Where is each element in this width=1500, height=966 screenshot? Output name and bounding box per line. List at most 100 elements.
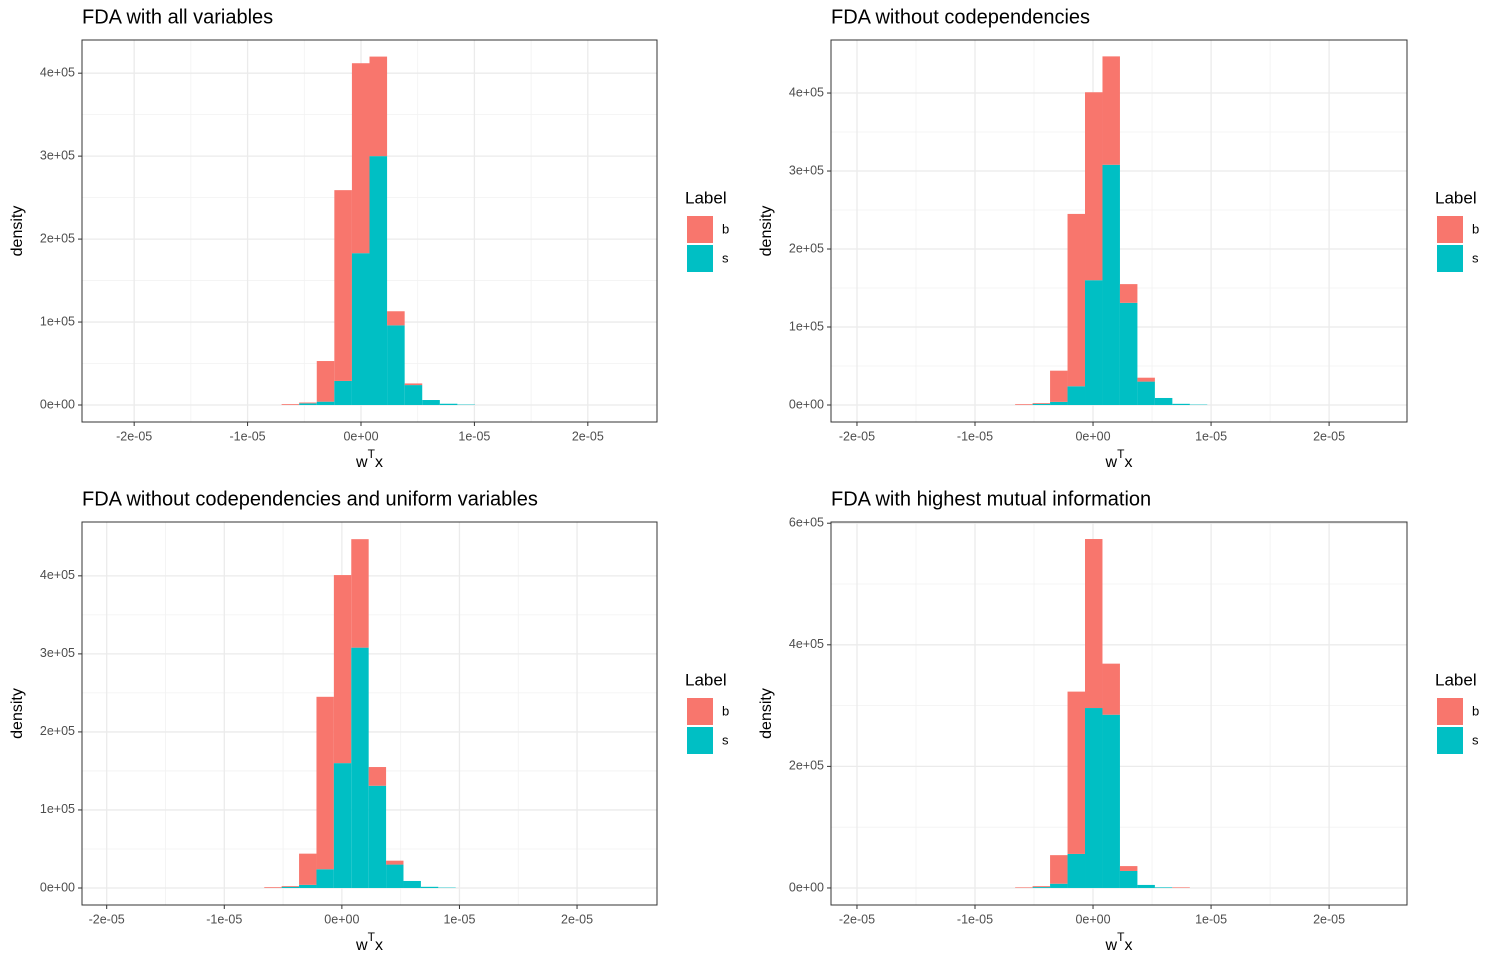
bar: [334, 380, 352, 405]
bar: [264, 887, 282, 888]
y-tick-label: 4e+05: [40, 568, 75, 582]
bar: [387, 325, 405, 405]
x-axis-title-part: w: [1105, 937, 1118, 954]
bar: [281, 886, 300, 888]
bar: [316, 869, 334, 888]
x-tick-label: 2e-05: [1313, 429, 1345, 443]
bar: [1154, 397, 1173, 405]
y-tick-label: 3e+05: [40, 646, 75, 660]
legend-key: [687, 216, 713, 243]
bar: [387, 311, 405, 326]
x-tick-label: 2e-05: [572, 429, 604, 443]
legend-label: s: [722, 250, 729, 265]
y-tick-label: 1e+05: [789, 319, 824, 333]
x-axis-title: wTx: [1105, 930, 1133, 954]
legend-key: [687, 727, 713, 754]
legend-key: [1437, 698, 1463, 725]
plot-border: [830, 521, 1408, 906]
bar: [1067, 213, 1086, 387]
y-tick-label: 1e+05: [40, 314, 75, 328]
chart-title: FDA without codependencies and uniform v…: [82, 488, 538, 510]
bar: [369, 156, 388, 405]
bar: [386, 864, 404, 888]
bar: [1067, 853, 1086, 888]
x-tick-label: 1e-05: [1195, 912, 1227, 926]
bar: [1032, 886, 1051, 888]
x-tick-label: 0e+00: [1075, 912, 1110, 926]
bar: [1085, 539, 1103, 709]
y-tick-label: 2e+05: [40, 724, 75, 738]
y-tick-label: 3e+05: [40, 148, 75, 162]
bar: [316, 401, 335, 405]
bar: [316, 696, 334, 870]
bar: [351, 647, 369, 888]
x-tick-label: 2e-05: [1313, 912, 1345, 926]
chart-title: FDA with highest mutual information: [831, 488, 1151, 510]
x-tick-label: -1e-05: [957, 429, 993, 443]
legend-label: s: [1472, 732, 1479, 747]
legend-label: b: [722, 703, 729, 718]
x-tick-label: -1e-05: [230, 429, 266, 443]
bar: [1015, 887, 1033, 888]
y-tick-label: 4e+05: [40, 65, 75, 79]
legend-title: Label: [1435, 188, 1477, 207]
bar: [1050, 855, 1068, 884]
bar: [1172, 887, 1190, 888]
legend-label: b: [1472, 221, 1479, 236]
bar: [1137, 884, 1155, 888]
y-axis-title: density: [758, 206, 775, 257]
x-axis-title-part: x: [1124, 454, 1132, 471]
x-axis-title-part: x: [1124, 937, 1132, 954]
legend-key: [687, 245, 713, 272]
bar: [386, 860, 404, 865]
x-axis-title: wTx: [355, 930, 383, 954]
bar: [299, 884, 317, 888]
panel: -2e-05 -1e-05 0e+00 1e-05 2e-05 0e+00 1e+05 2e+…: [9, 6, 729, 471]
chart-title: FDA with all variables: [82, 6, 273, 28]
bar: [333, 763, 352, 888]
x-axis-title-part: w: [1105, 454, 1118, 471]
bar: [1032, 403, 1051, 404]
x-tick-label: 0e+00: [1075, 429, 1110, 443]
bar: [1137, 381, 1155, 405]
x-axis-title-sup: T: [1117, 447, 1125, 461]
legend-title: Label: [685, 670, 727, 689]
x-tick-label: -2e-05: [89, 912, 125, 926]
bar: [1119, 284, 1138, 303]
bar: [368, 785, 387, 888]
legend-title: Label: [685, 188, 727, 207]
y-tick-label: 2e+05: [789, 759, 824, 773]
chart-title: FDA without codependencies: [831, 6, 1090, 28]
bar: [1050, 370, 1068, 402]
x-tick-label: -2e-05: [839, 429, 875, 443]
bar: [1119, 866, 1138, 871]
x-axis-title-sup: T: [1117, 930, 1125, 944]
x-axis-title-part: x: [375, 454, 383, 471]
panel: -2e-05 -1e-05 0e+00 1e-05 2e-05 0e+00 2e+05 4e+…: [758, 488, 1479, 954]
y-tick-label: 2e+05: [40, 231, 75, 245]
bar: [1137, 377, 1155, 382]
bar: [1085, 708, 1103, 888]
legend-label: b: [1472, 703, 1479, 718]
bar: [1102, 56, 1120, 165]
y-tick-label: 1e+05: [40, 802, 75, 816]
legend-key: [1437, 245, 1463, 272]
x-tick-label: 0e+00: [343, 429, 378, 443]
bar: [369, 56, 388, 157]
y-tick-label: 0e+00: [40, 397, 75, 411]
bar: [1067, 691, 1086, 854]
bar: [1154, 887, 1173, 888]
x-axis-title-part: x: [375, 937, 383, 954]
bar: [1119, 870, 1138, 888]
plot-border: [81, 39, 658, 423]
bar: [420, 886, 439, 888]
bar: [439, 403, 458, 405]
bar: [403, 880, 421, 888]
bar: [333, 575, 352, 764]
bar: [351, 539, 369, 648]
y-tick-label: 3e+05: [789, 163, 824, 177]
x-axis-title-sup: T: [368, 447, 376, 461]
x-tick-label: 2e-05: [561, 912, 593, 926]
legend-label: s: [1472, 250, 1479, 265]
